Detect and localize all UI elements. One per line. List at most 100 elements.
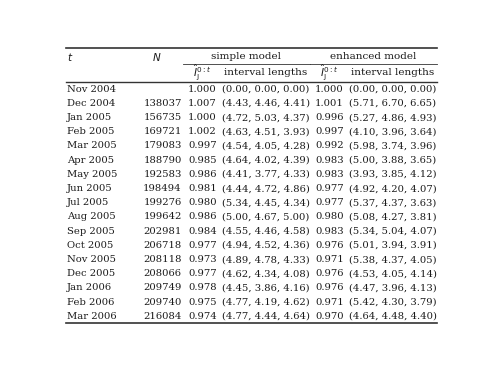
Text: 0.983: 0.983	[314, 227, 343, 236]
Text: Oct 2005: Oct 2005	[67, 241, 113, 250]
Text: 0.997: 0.997	[187, 142, 216, 150]
Text: (5.00, 3.88, 3.65): (5.00, 3.88, 3.65)	[349, 155, 436, 165]
Text: simple model: simple model	[211, 52, 281, 61]
Text: (4.47, 3.96, 4.13): (4.47, 3.96, 4.13)	[348, 284, 436, 292]
Text: 188790: 188790	[143, 155, 182, 165]
Text: 199642: 199642	[143, 212, 182, 222]
Text: 0.974: 0.974	[187, 312, 216, 321]
Text: (4.64, 4.02, 4.39): (4.64, 4.02, 4.39)	[222, 155, 309, 165]
Text: (4.44, 4.72, 4.86): (4.44, 4.72, 4.86)	[222, 184, 309, 193]
Text: 0.971: 0.971	[314, 297, 343, 307]
Text: 1.000: 1.000	[314, 85, 343, 94]
Text: 209749: 209749	[143, 284, 182, 292]
Text: (5.98, 3.74, 3.96): (5.98, 3.74, 3.96)	[348, 142, 436, 150]
Text: (4.89, 4.78, 4.33): (4.89, 4.78, 4.33)	[222, 255, 309, 264]
Text: (5.00, 4.67, 5.00): (5.00, 4.67, 5.00)	[222, 212, 309, 222]
Text: (5.27, 4.86, 4.93): (5.27, 4.86, 4.93)	[348, 113, 436, 122]
Text: $\hat{I}_{\mathrm{J}}^{0:t}$: $\hat{I}_{\mathrm{J}}^{0:t}$	[193, 62, 211, 82]
Text: 0.981: 0.981	[187, 184, 216, 193]
Text: (4.43, 4.46, 4.41): (4.43, 4.46, 4.41)	[222, 99, 309, 108]
Text: (4.72, 5.03, 4.37): (4.72, 5.03, 4.37)	[222, 113, 309, 122]
Text: (0.00, 0.00, 0.00): (0.00, 0.00, 0.00)	[222, 85, 309, 94]
Text: 1.000: 1.000	[187, 113, 216, 122]
Text: (4.63, 4.51, 3.93): (4.63, 4.51, 3.93)	[222, 127, 309, 136]
Text: 0.985: 0.985	[187, 155, 216, 165]
Text: 0.983: 0.983	[314, 155, 343, 165]
Text: 0.977: 0.977	[314, 198, 343, 207]
Text: Mar 2005: Mar 2005	[67, 142, 117, 150]
Text: (0.00, 0.00, 0.00): (0.00, 0.00, 0.00)	[348, 85, 436, 94]
Text: interval lengths: interval lengths	[224, 68, 307, 77]
Text: 0.986: 0.986	[188, 212, 216, 222]
Text: 0.980: 0.980	[314, 212, 343, 222]
Text: (3.93, 3.85, 4.12): (3.93, 3.85, 4.12)	[348, 170, 436, 179]
Text: (4.77, 4.19, 4.62): (4.77, 4.19, 4.62)	[222, 297, 309, 307]
Text: 198494: 198494	[143, 184, 182, 193]
Text: 0.977: 0.977	[187, 241, 216, 250]
Text: 0.977: 0.977	[187, 269, 216, 278]
Text: 0.980: 0.980	[187, 198, 216, 207]
Text: 216084: 216084	[143, 312, 182, 321]
Text: 206718: 206718	[143, 241, 182, 250]
Text: 202981: 202981	[143, 227, 182, 236]
Text: Dec 2004: Dec 2004	[67, 99, 115, 108]
Text: Jun 2005: Jun 2005	[67, 184, 113, 193]
Text: 1.000: 1.000	[187, 85, 216, 94]
Text: Jul 2005: Jul 2005	[67, 198, 109, 207]
Text: 208066: 208066	[143, 269, 182, 278]
Text: 1.001: 1.001	[314, 99, 343, 108]
Text: (5.34, 5.04, 4.07): (5.34, 5.04, 4.07)	[348, 227, 436, 236]
Text: 0.976: 0.976	[315, 241, 343, 250]
Text: 156735: 156735	[143, 113, 182, 122]
Text: $N$: $N$	[152, 50, 162, 62]
Text: (4.54, 4.05, 4.28): (4.54, 4.05, 4.28)	[222, 142, 309, 150]
Text: 138037: 138037	[143, 99, 182, 108]
Text: Apr 2005: Apr 2005	[67, 155, 114, 165]
Text: (5.37, 4.37, 3.63): (5.37, 4.37, 3.63)	[348, 198, 436, 207]
Text: $t$: $t$	[67, 50, 73, 62]
Text: (4.92, 4.20, 4.07): (4.92, 4.20, 4.07)	[348, 184, 436, 193]
Text: Feb 2005: Feb 2005	[67, 127, 115, 136]
Text: Feb 2006: Feb 2006	[67, 297, 114, 307]
Text: (4.45, 3.86, 4.16): (4.45, 3.86, 4.16)	[222, 284, 309, 292]
Text: (4.10, 3.96, 3.64): (4.10, 3.96, 3.64)	[348, 127, 436, 136]
Text: 0.992: 0.992	[314, 142, 343, 150]
Text: (4.53, 4.05, 4.14): (4.53, 4.05, 4.14)	[348, 269, 436, 278]
Text: Sep 2005: Sep 2005	[67, 227, 115, 236]
Text: 0.973: 0.973	[187, 255, 216, 264]
Text: 192583: 192583	[143, 170, 182, 179]
Text: 0.970: 0.970	[314, 312, 343, 321]
Text: 0.996: 0.996	[315, 113, 343, 122]
Text: (4.77, 4.44, 4.64): (4.77, 4.44, 4.64)	[222, 312, 309, 321]
Text: (5.01, 3.94, 3.91): (5.01, 3.94, 3.91)	[348, 241, 436, 250]
Text: (5.71, 6.70, 6.65): (5.71, 6.70, 6.65)	[349, 99, 436, 108]
Text: 0.976: 0.976	[315, 284, 343, 292]
Text: 209740: 209740	[143, 297, 182, 307]
Text: 0.976: 0.976	[315, 269, 343, 278]
Text: (4.94, 4.52, 4.36): (4.94, 4.52, 4.36)	[222, 241, 309, 250]
Text: interval lengths: interval lengths	[351, 68, 434, 77]
Text: $\hat{I}_{\mathrm{J}}^{0:t}$: $\hat{I}_{\mathrm{J}}^{0:t}$	[320, 62, 338, 82]
Text: Aug 2005: Aug 2005	[67, 212, 116, 222]
Text: Jan 2005: Jan 2005	[67, 113, 112, 122]
Text: 0.977: 0.977	[314, 184, 343, 193]
Text: Nov 2005: Nov 2005	[67, 255, 116, 264]
Text: (4.62, 4.34, 4.08): (4.62, 4.34, 4.08)	[222, 269, 309, 278]
Text: 0.978: 0.978	[187, 284, 216, 292]
Text: (5.08, 4.27, 3.81): (5.08, 4.27, 3.81)	[348, 212, 436, 222]
Text: 0.983: 0.983	[314, 170, 343, 179]
Text: (5.38, 4.37, 4.05): (5.38, 4.37, 4.05)	[348, 255, 436, 264]
Text: 0.984: 0.984	[187, 227, 216, 236]
Text: Jan 2006: Jan 2006	[67, 284, 112, 292]
Text: May 2005: May 2005	[67, 170, 118, 179]
Text: 0.971: 0.971	[314, 255, 343, 264]
Text: Nov 2004: Nov 2004	[67, 85, 116, 94]
Text: (5.34, 4.45, 4.34): (5.34, 4.45, 4.34)	[222, 198, 309, 207]
Text: 208118: 208118	[143, 255, 182, 264]
Text: (5.42, 4.30, 3.79): (5.42, 4.30, 3.79)	[348, 297, 436, 307]
Text: Mar 2006: Mar 2006	[67, 312, 117, 321]
Text: Dec 2005: Dec 2005	[67, 269, 115, 278]
Text: 0.975: 0.975	[187, 297, 216, 307]
Text: (4.55, 4.46, 4.58): (4.55, 4.46, 4.58)	[222, 227, 309, 236]
Text: (4.41, 3.77, 4.33): (4.41, 3.77, 4.33)	[222, 170, 309, 179]
